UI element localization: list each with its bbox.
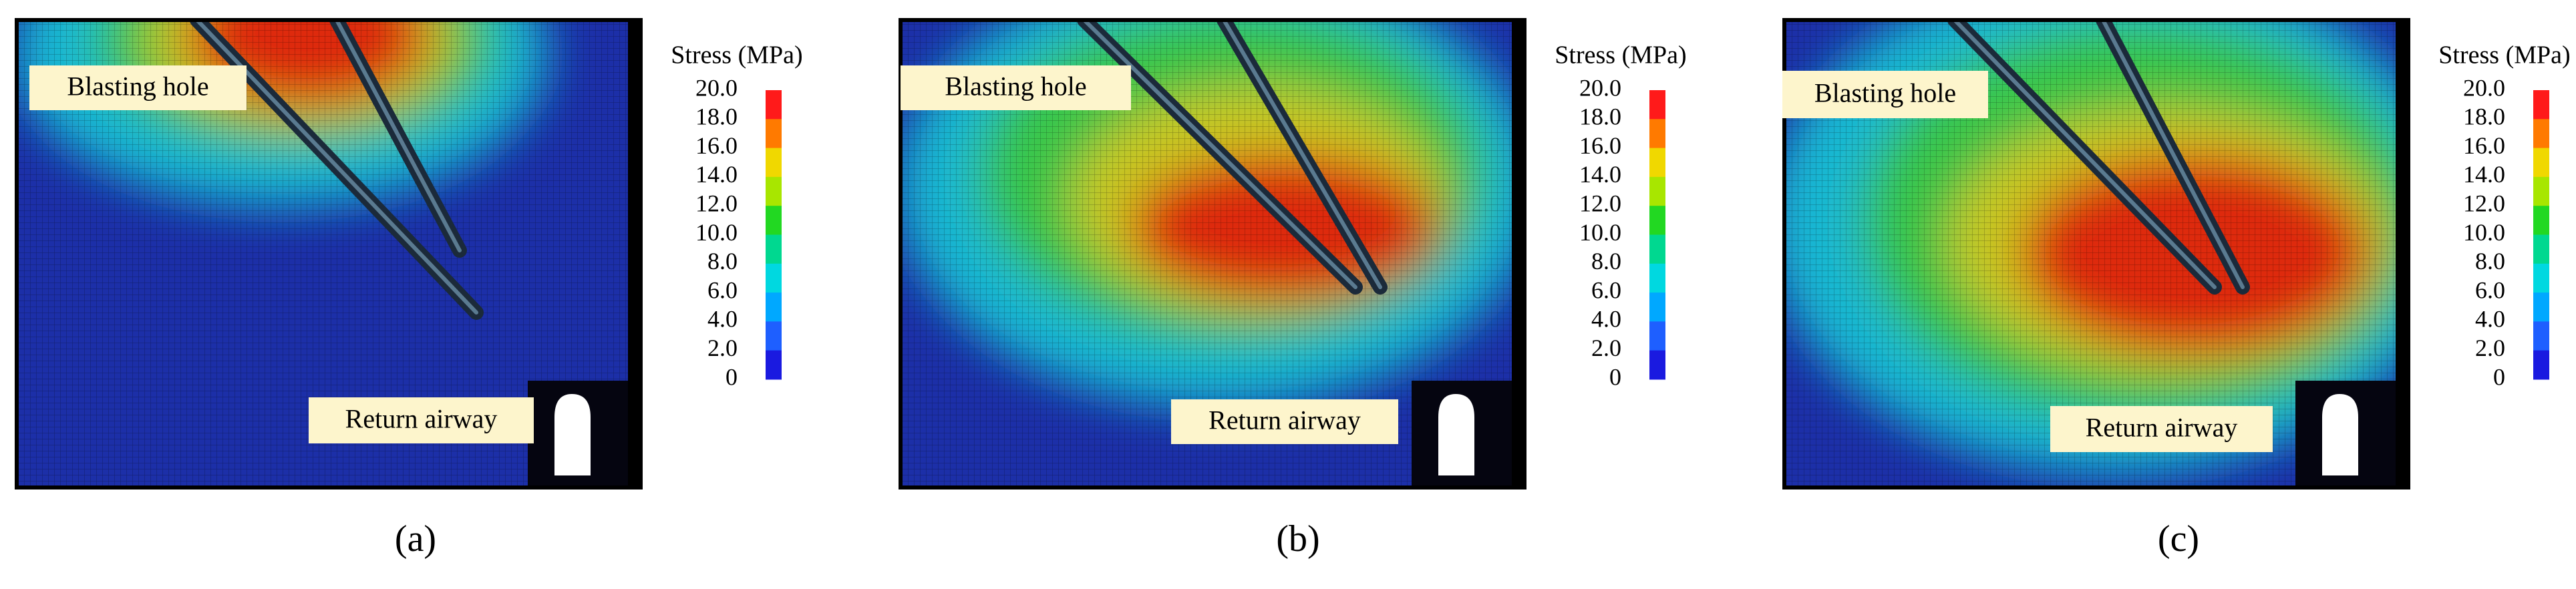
legend-band: [766, 234, 782, 264]
legend-tick-label: 8.0: [2475, 248, 2505, 274]
label-box: [901, 65, 1131, 110]
legend-band: [1649, 350, 1665, 380]
legend-tick-label: 10.0: [2463, 219, 2505, 246]
legend-band: [1649, 148, 1665, 178]
legend-band: [766, 176, 782, 206]
blasting-hole-edge: [1082, 20, 1357, 289]
legend-tick-label: 10.0: [695, 219, 738, 246]
legend-title: Stress (MPa): [1555, 41, 1686, 69]
legend-tick-label: 4.0: [1591, 306, 1621, 333]
blasting-hole-edge: [335, 20, 462, 252]
legend-band: [766, 90, 782, 120]
legend-tick-label: 16.0: [695, 132, 738, 159]
legend-band: [1649, 234, 1665, 264]
panel: Blasting hole Return airway Stress (MPa) 20…: [15, 18, 803, 489]
legend-tick-label: 14.0: [1579, 161, 1621, 188]
panel-caption: (c): [2158, 518, 2199, 560]
legend-tick-label: 6.0: [1591, 276, 1621, 303]
blasting-hole-edge: [1953, 20, 2217, 289]
legend-band: [2533, 148, 2549, 178]
blasting-hole-edge: [2101, 20, 2245, 289]
return-airway-label: Return airway: [345, 404, 498, 434]
legend-tick-label: 20.0: [1579, 74, 1621, 101]
legend-tick-label: 12.0: [1579, 190, 1621, 216]
legend-tick-label: 14.0: [2463, 161, 2505, 188]
legend-tick-label: 12.0: [2463, 190, 2505, 216]
legend-tick-label: 20.0: [2463, 74, 2505, 101]
legend-title: Stress (MPa): [2438, 41, 2570, 69]
legend-tick-label: 2.0: [707, 335, 738, 361]
legend-tick-label: 18.0: [1579, 104, 1621, 130]
legend-tick-label: 0: [1609, 363, 1621, 390]
blasting-hole-label: Blasting hole: [945, 71, 1086, 102]
legend-tick-label: 6.0: [2475, 276, 2505, 303]
legend-tick-label: 16.0: [2463, 132, 2505, 159]
return-airway: [2322, 394, 2358, 475]
legend-band: [2533, 350, 2549, 380]
legend-tick-label: 16.0: [1579, 132, 1621, 159]
legend-tick-label: 10.0: [1579, 219, 1621, 246]
legend-band: [766, 292, 782, 322]
legend-band: [1649, 263, 1665, 293]
legend-band: [1649, 321, 1665, 351]
legend-band: [2533, 119, 2549, 149]
return-airway-label: Return airway: [2086, 413, 2238, 443]
panel: Blasting hole Return airway Stress (MPa) 20…: [899, 18, 1687, 489]
legend-tick-label: 0: [726, 363, 738, 390]
legend-tick-label: 20.0: [695, 74, 738, 101]
legend-tick-label: 2.0: [2475, 335, 2505, 361]
legend-tick-label: 6.0: [707, 276, 738, 303]
model-frame-right: [1512, 20, 1524, 487]
blasting-hole-label: Blasting hole: [67, 71, 208, 102]
legend-tick-label: 4.0: [707, 306, 738, 333]
panel-caption: (b): [1276, 518, 1319, 560]
legend-tick-label: 8.0: [1591, 248, 1621, 274]
panel: Blasting hole Return airway Stress (MPa) 20…: [1782, 18, 2571, 489]
legend-band: [2533, 234, 2549, 264]
label-box: [309, 397, 534, 443]
legend-tick-label: 18.0: [695, 104, 738, 130]
legend-band: [2533, 292, 2549, 322]
legend-band: [2533, 321, 2549, 351]
panel-caption: (a): [395, 518, 436, 560]
legend-tick-label: 12.0: [695, 190, 738, 216]
stress-contour: [1784, 20, 2408, 487]
legend-band: [1649, 206, 1665, 235]
return-airway: [554, 394, 591, 475]
label-box: [2050, 406, 2273, 452]
legend-band: [2533, 90, 2549, 120]
legend-band: [766, 206, 782, 235]
label-box: [29, 65, 247, 110]
legend-band: [1649, 90, 1665, 120]
legend-tick-label: 2.0: [1591, 335, 1621, 361]
legend-band: [766, 321, 782, 351]
model-frame-right: [2396, 20, 2408, 487]
model-frame-right: [628, 20, 641, 487]
legend-tick-label: 14.0: [695, 161, 738, 188]
legend-title: Stress (MPa): [671, 41, 802, 69]
legend-band: [766, 119, 782, 149]
legend-band: [766, 263, 782, 293]
legend-tick-label: 0: [2493, 363, 2505, 390]
legend-tick-label: 8.0: [707, 248, 738, 274]
legend-band: [2533, 263, 2549, 293]
legend-tick-label: 4.0: [2475, 306, 2505, 333]
return-airway-label: Return airway: [1209, 405, 1361, 435]
label-box: [1782, 71, 1988, 118]
legend-band: [2533, 176, 2549, 206]
blasting-hole-edge: [1222, 20, 1382, 289]
legend-band: [1649, 119, 1665, 149]
return-airway: [1438, 394, 1474, 475]
legend-band: [1649, 292, 1665, 322]
blasting-hole-label: Blasting hole: [1814, 78, 1956, 108]
legend-band: [2533, 206, 2549, 235]
legend-tick-label: 18.0: [2463, 104, 2505, 130]
legend-band: [766, 350, 782, 380]
legend-band: [1649, 176, 1665, 206]
label-box: [1171, 399, 1398, 444]
legend-band: [766, 148, 782, 178]
